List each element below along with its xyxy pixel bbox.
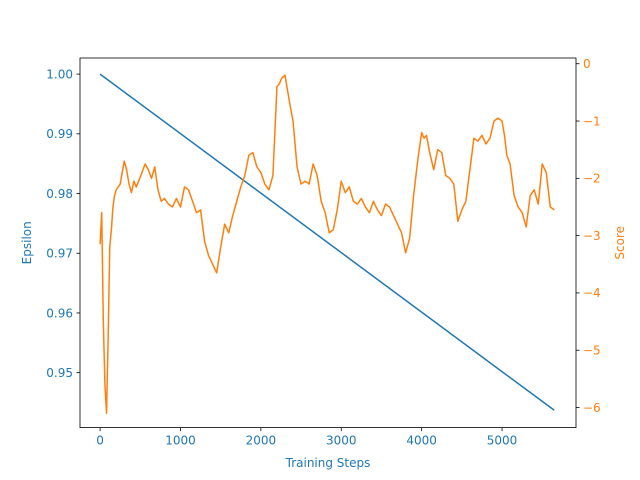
x-tick-label: 3000 [326, 434, 357, 448]
x-tick-label: 5000 [487, 434, 518, 448]
right-y-tick-label: 0 [583, 57, 591, 71]
right-y-tick-label: −6 [583, 401, 601, 415]
left-y-tick-label: 0.98 [46, 187, 73, 201]
x-axis-label: Training Steps [285, 456, 371, 470]
right-y-tick-label: −5 [583, 344, 601, 358]
x-tick-label: 4000 [406, 434, 437, 448]
left-y-axis-label: Epsilon [20, 221, 34, 264]
epsilon-series-line [99, 73, 555, 411]
left-y-tick-label: 1.00 [46, 67, 73, 81]
left-y-tick-label: 0.99 [46, 127, 73, 141]
plot-frame [79, 57, 577, 429]
right-y-tick-label: −1 [583, 114, 601, 128]
x-axis-ticks: 0 1000 2000 3000 4000 5000 [96, 427, 518, 448]
right-y-tick-label: −2 [583, 172, 601, 186]
left-y-tick-label: 0.96 [46, 306, 73, 320]
right-y-axis-label: Score [613, 226, 627, 260]
left-y-tick-label: 0.97 [46, 247, 73, 261]
x-tick-label: 2000 [246, 434, 277, 448]
series-layer [99, 73, 555, 415]
left-y-axis-ticks: 0.95 0.96 0.97 0.98 0.99 1.00 [46, 67, 80, 380]
x-tick-label: 0 [96, 434, 104, 448]
score-series-line [99, 74, 555, 415]
right-y-tick-label: −3 [583, 229, 601, 243]
x-tick-label: 1000 [165, 434, 196, 448]
right-y-tick-label: −4 [583, 286, 601, 300]
right-y-axis-ticks: −6 −5 −4 −3 −2 −1 0 [576, 57, 601, 415]
left-y-tick-label: 0.95 [46, 366, 73, 380]
